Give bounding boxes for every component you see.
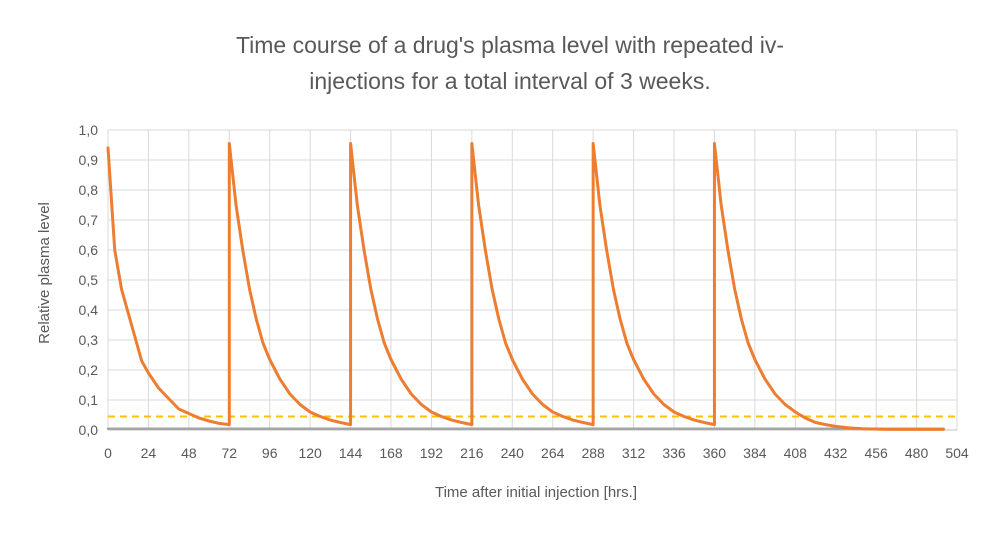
y-tick-label: 0,9 [79, 152, 99, 168]
y-axis-label: Relative plasma level [36, 202, 53, 344]
x-tick-label: 408 [784, 445, 808, 461]
x-tick-label: 288 [581, 445, 605, 461]
x-tick-label: 144 [339, 445, 363, 461]
x-axis-label: Time after initial injection [hrs.] [435, 484, 637, 501]
x-tick-label: 120 [298, 445, 322, 461]
x-tick-label: 0 [104, 445, 112, 461]
x-tick-label: 96 [262, 445, 278, 461]
x-tick-label: 72 [221, 445, 237, 461]
series-group [106, 142, 946, 431]
x-tick-label: 240 [501, 445, 525, 461]
chart-title-line-2: injections for a total interval of 3 wee… [309, 68, 710, 94]
y-tick-label: 0,3 [79, 332, 99, 348]
x-tick-label: 168 [379, 445, 403, 461]
x-tick-label: 216 [460, 445, 484, 461]
x-tick-label: 480 [905, 445, 929, 461]
x-tick-label: 432 [824, 445, 848, 461]
y-tick-label: 0,7 [79, 212, 99, 228]
chart-title-line-1: Time course of a drug's plasma level wit… [236, 32, 784, 58]
x-tick-label: 336 [662, 445, 686, 461]
gridlines [107, 129, 958, 431]
y-tick-label: 0,0 [79, 422, 99, 438]
x-tick-label: 48 [181, 445, 197, 461]
chart-title: Time course of a drug's plasma level wit… [236, 32, 784, 94]
x-tick-label: 456 [864, 445, 888, 461]
x-tick-label: 504 [945, 445, 969, 461]
x-tick-label: 192 [420, 445, 444, 461]
x-axis-ticks: 0 24 48 72 96 120 144 168 192 216 240 264 288 312 336 3… [104, 445, 969, 461]
y-tick-label: 1,0 [79, 122, 99, 138]
y-tick-label: 0,8 [79, 182, 99, 198]
x-tick-label: 24 [141, 445, 157, 461]
x-tick-label: 384 [743, 445, 767, 461]
x-tick-label: 312 [622, 445, 646, 461]
y-tick-label: 0,4 [79, 302, 99, 318]
y-tick-label: 0,1 [79, 392, 99, 408]
y-tick-label: 0,5 [79, 272, 99, 288]
x-tick-label: 360 [703, 445, 727, 461]
y-axis-ticks: 0,0 0,1 0,2 0,3 0,4 0,5 0,6 0,7 0,8 0,9 1,0 [79, 122, 99, 438]
x-tick-label: 264 [541, 445, 565, 461]
y-tick-label: 0,2 [79, 362, 99, 378]
y-tick-label: 0,6 [79, 242, 99, 258]
plasma-level-series-line [106, 142, 946, 431]
